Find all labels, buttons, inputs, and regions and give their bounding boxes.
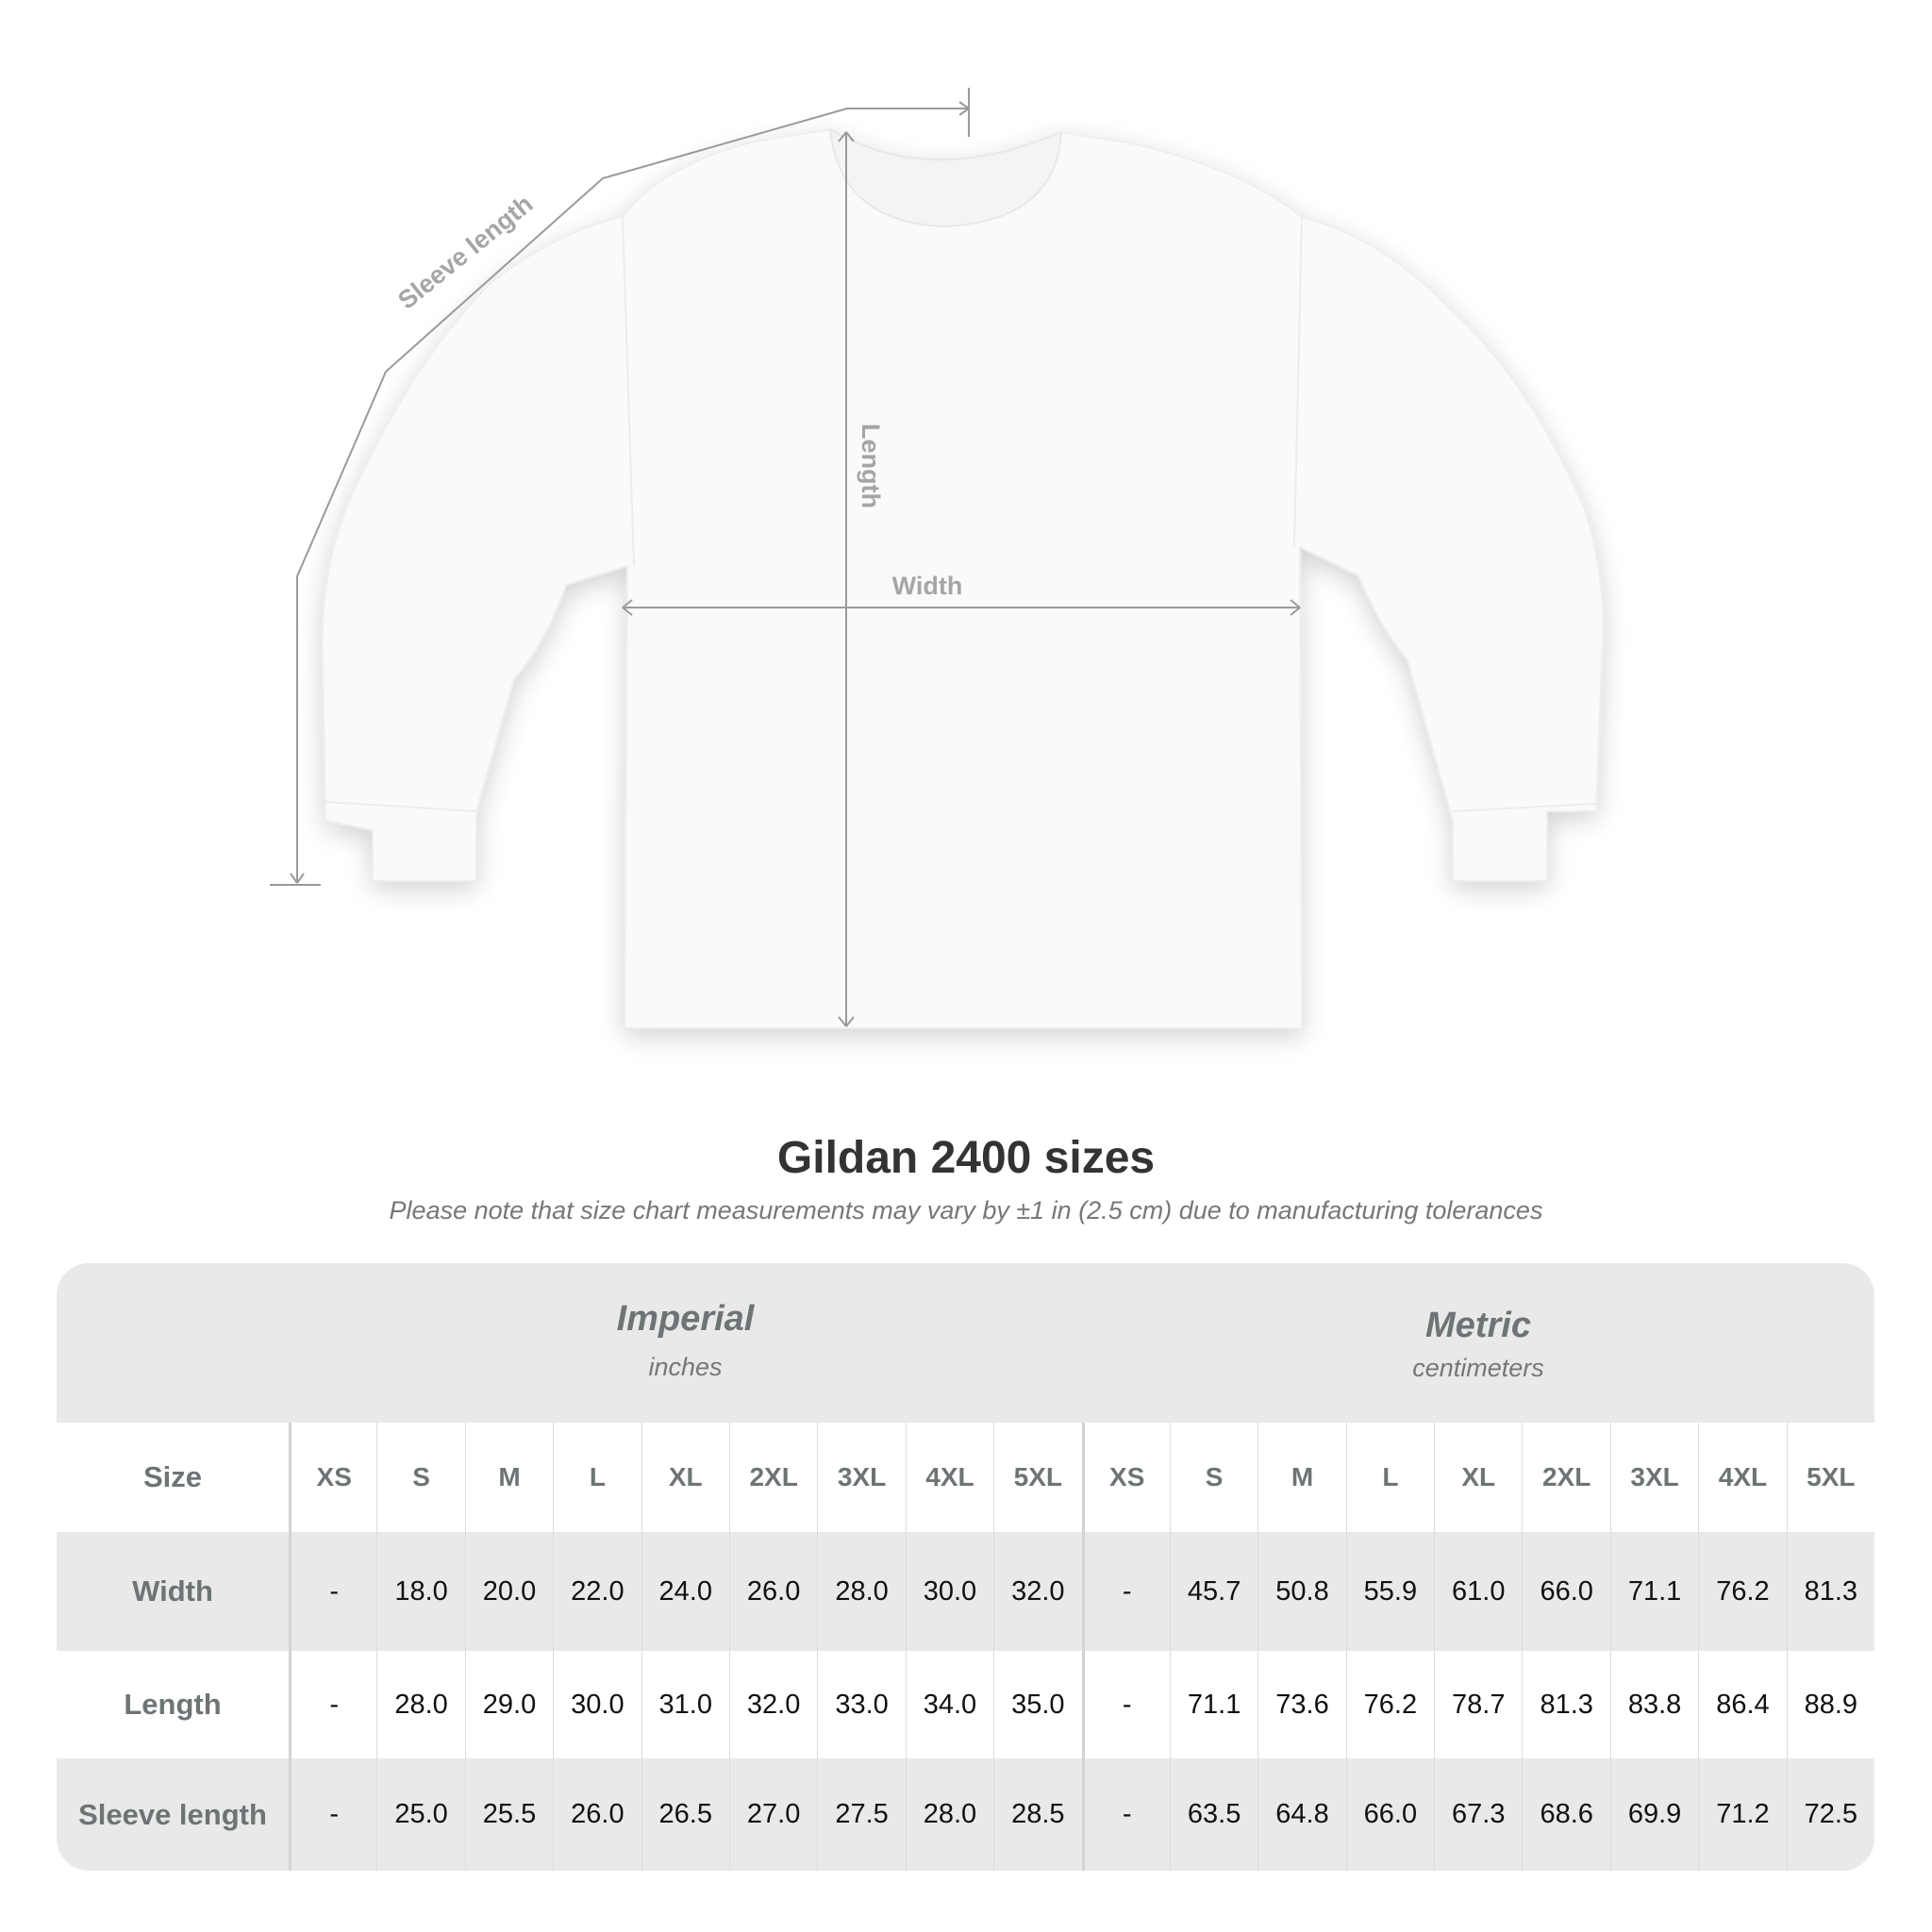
size-header-metric: M xyxy=(1257,1423,1345,1532)
imperial-value-cell: 30.0 xyxy=(905,1532,993,1651)
size-table: Imperial inches Metric centimeters Size … xyxy=(57,1263,1874,1871)
row-label: Length xyxy=(124,1688,222,1721)
size-header-metric: 2XL xyxy=(1522,1423,1609,1532)
size-header-row: Size XS S M L XL 2XL 3XL 4XL 5XL XS S M L XL 2XL 3XL 4XL… xyxy=(57,1423,1874,1532)
long-sleeve-shirt xyxy=(321,127,1605,1029)
row-label: Sleeve length xyxy=(78,1797,267,1831)
row-label: Width xyxy=(132,1574,213,1607)
imperial-value-cell: 25.0 xyxy=(376,1758,464,1871)
sleeve-length-line xyxy=(270,88,970,886)
length-label: Length xyxy=(857,424,885,508)
imperial-value-cell: 29.0 xyxy=(464,1651,553,1758)
imperial-value-cell: 25.5 xyxy=(464,1758,553,1871)
size-header-metric: XL xyxy=(1434,1423,1522,1532)
imperial-value-cell: 28.0 xyxy=(817,1532,905,1651)
metric-value-cell: 67.3 xyxy=(1434,1758,1522,1871)
size-header-imperial: 2XL xyxy=(728,1423,817,1532)
metric-value-cell: 86.4 xyxy=(1698,1651,1786,1758)
imperial-value-cell: 34.0 xyxy=(905,1651,993,1758)
size-header-imperial: 3XL xyxy=(817,1423,905,1532)
imperial-value-cell: 32.0 xyxy=(728,1651,817,1758)
width-label: Width xyxy=(892,572,963,600)
imperial-value-cell: 20.0 xyxy=(464,1532,553,1651)
measurement-lines xyxy=(270,88,1301,1027)
collar xyxy=(828,127,1063,228)
page-title: Gildan 2400 sizes xyxy=(776,1133,1156,1183)
metric-value-cell: 69.9 xyxy=(1609,1758,1698,1871)
length-line xyxy=(838,131,855,1027)
metric-value-cell: 76.2 xyxy=(1698,1532,1786,1651)
table-row: Width -18.0 20.0 22.0 24.0 26.0 28.0 30.0 32.0-4… xyxy=(57,1532,1874,1651)
imperial-value-cell: 26.5 xyxy=(641,1758,729,1871)
size-header-metric: 4XL xyxy=(1698,1423,1786,1532)
size-header-metric: 3XL xyxy=(1609,1423,1698,1532)
imperial-value-cell: 31.0 xyxy=(641,1651,729,1758)
table-row: Sleeve length -25.0 25.5 26.0 26.5 27.0 27.5 28… xyxy=(57,1758,1874,1871)
metric-title: Metric xyxy=(1425,1306,1531,1345)
metric-value-cell: - xyxy=(1081,1651,1170,1758)
metric-value-cell: 63.5 xyxy=(1169,1758,1257,1871)
metric-value-cell: 71.1 xyxy=(1609,1532,1698,1651)
metric-value-cell: - xyxy=(1081,1532,1170,1651)
metric-value-cell: 64.8 xyxy=(1257,1758,1345,1871)
imperial-value-cell: 27.0 xyxy=(728,1758,817,1871)
imperial-value-cell: 32.0 xyxy=(993,1532,1081,1651)
metric-value-cell: 61.0 xyxy=(1434,1532,1522,1651)
tolerance-note: Please note that size chart measurements… xyxy=(389,1196,1543,1224)
size-header-metric: XS xyxy=(1081,1423,1170,1532)
metric-value-cell: 55.9 xyxy=(1345,1532,1434,1651)
size-label: Size xyxy=(142,1460,203,1493)
imperial-header: Imperial inches xyxy=(289,1299,1082,1458)
metric-value-cell: 76.2 xyxy=(1345,1651,1434,1758)
imperial-value-cell: - xyxy=(289,1532,376,1651)
size-header-imperial: L xyxy=(553,1423,641,1532)
imperial-value-cell: 26.0 xyxy=(553,1758,641,1871)
imperial-value-cell: 22.0 xyxy=(553,1532,641,1651)
size-header-metric: 5XL xyxy=(1786,1423,1874,1532)
metric-value-cell: 71.2 xyxy=(1698,1758,1786,1871)
metric-value-cell: 50.8 xyxy=(1257,1532,1345,1651)
size-header-imperial: 4XL xyxy=(905,1423,993,1532)
imperial-value-cell: 28.5 xyxy=(993,1758,1081,1871)
imperial-value-cell: - xyxy=(289,1651,376,1758)
metric-value-cell: 66.0 xyxy=(1522,1532,1609,1651)
size-header-imperial: S xyxy=(376,1423,464,1532)
metric-value-cell: 78.7 xyxy=(1434,1651,1522,1758)
imperial-value-cell: 28.0 xyxy=(905,1758,993,1871)
width-line xyxy=(622,599,1301,616)
size-header-imperial: M xyxy=(464,1423,553,1532)
size-header-imperial: 5XL xyxy=(993,1423,1081,1532)
metric-value-cell: 81.3 xyxy=(1522,1651,1609,1758)
imperial-value-cell: 24.0 xyxy=(641,1532,729,1651)
metric-value-cell: 88.9 xyxy=(1786,1651,1874,1758)
size-header-imperial: XL xyxy=(641,1423,729,1532)
metric-value-cell: 45.7 xyxy=(1169,1532,1257,1651)
imperial-value-cell: 26.0 xyxy=(728,1532,817,1651)
size-header-imperial: XS xyxy=(289,1423,376,1532)
metric-header: Metric centimeters xyxy=(1082,1306,1874,1465)
metric-value-cell: 71.1 xyxy=(1169,1651,1257,1758)
metric-value-cell: 66.0 xyxy=(1345,1758,1434,1871)
metric-value-cell: 72.5 xyxy=(1786,1758,1874,1871)
metric-value-cell: 83.8 xyxy=(1609,1651,1698,1758)
imperial-value-cell: 18.0 xyxy=(376,1532,464,1651)
metric-unit: centimeters xyxy=(1412,1354,1544,1382)
imperial-value-cell: - xyxy=(289,1758,376,1871)
shirt-body xyxy=(321,127,1605,1029)
imperial-title: Imperial xyxy=(616,1299,755,1339)
imperial-value-cell: 33.0 xyxy=(817,1651,905,1758)
metric-value-cell: - xyxy=(1081,1758,1170,1871)
imperial-value-cell: 35.0 xyxy=(993,1651,1081,1758)
imperial-value-cell: 27.5 xyxy=(817,1758,905,1871)
metric-value-cell: 81.3 xyxy=(1786,1532,1874,1651)
size-header-metric: S xyxy=(1169,1423,1257,1532)
imperial-value-cell: 28.0 xyxy=(376,1651,464,1758)
imperial-value-cell: 30.0 xyxy=(553,1651,641,1758)
table-row: Length -28.0 29.0 30.0 31.0 32.0 33.0 34.0 35.0-… xyxy=(57,1651,1874,1758)
metric-value-cell: 73.6 xyxy=(1257,1651,1345,1758)
imperial-unit: inches xyxy=(648,1353,723,1381)
metric-value-cell: 68.6 xyxy=(1522,1758,1609,1871)
shirt-diagram: Sleeve length Length Width xyxy=(270,88,1605,1029)
size-header-metric: L xyxy=(1345,1423,1434,1532)
